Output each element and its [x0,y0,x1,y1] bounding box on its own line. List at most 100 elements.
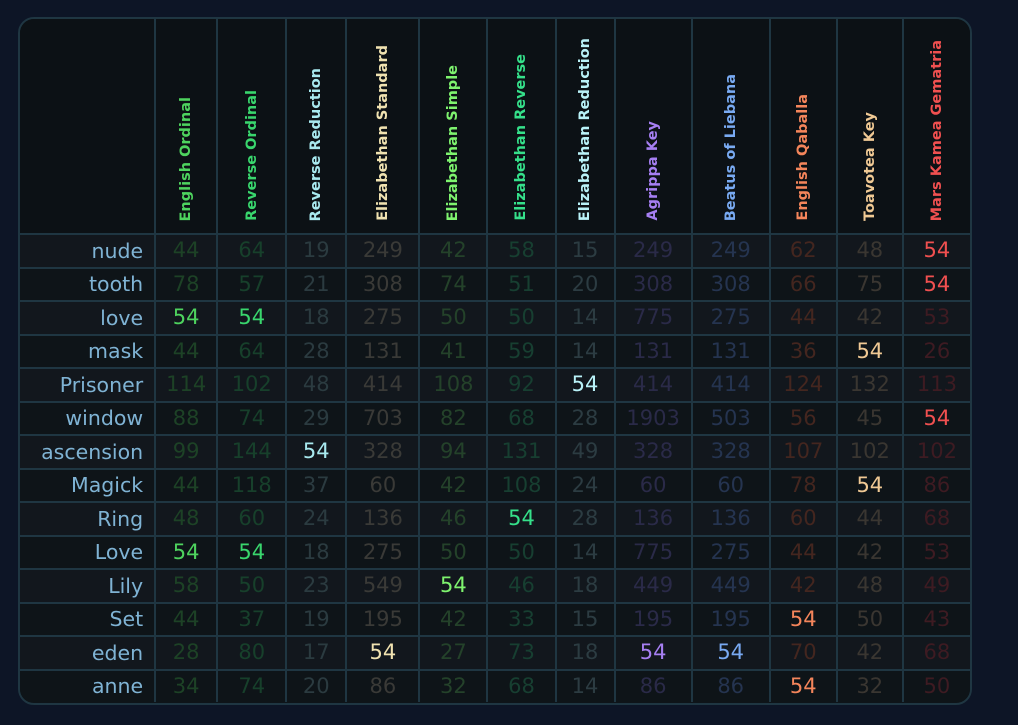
value-cell[interactable]: 195 [613,601,693,637]
value-cell[interactable]: 44 [154,467,219,503]
value-cell[interactable]: 54 [285,434,348,470]
value-cell[interactable]: 54 [154,534,219,570]
value-cell[interactable]: 66 [768,266,838,302]
value-cell[interactable]: 131 [613,333,693,369]
row-word[interactable]: Ring [20,501,157,537]
value-cell[interactable]: 49 [554,434,616,470]
column-header[interactable]: Agrippa Key [613,19,693,235]
value-cell[interactable]: 60 [216,501,288,537]
column-header[interactable]: Elizabethan Standard [345,19,421,235]
row-word[interactable]: window [20,400,157,436]
value-cell[interactable]: 54 [901,234,970,269]
value-cell[interactable]: 275 [690,534,771,570]
value-cell[interactable]: 108 [486,467,557,503]
value-cell[interactable]: 73 [486,635,557,671]
value-cell[interactable]: 249 [690,234,771,269]
value-cell[interactable]: 50 [486,300,557,336]
value-cell[interactable]: 118 [216,467,288,503]
value-cell[interactable]: 64 [216,234,288,269]
column-header[interactable]: Reverse Reduction [285,19,348,235]
value-cell[interactable]: 48 [285,367,348,403]
value-cell[interactable]: 58 [486,234,557,269]
value-cell[interactable]: 131 [345,333,421,369]
value-cell[interactable]: 131 [690,333,771,369]
value-cell[interactable]: 54 [345,635,421,671]
value-cell[interactable]: 414 [613,367,693,403]
value-cell[interactable]: 28 [285,333,348,369]
value-cell[interactable]: 43 [901,601,970,637]
value-cell[interactable]: 53 [901,534,970,570]
value-cell[interactable]: 34 [154,668,219,702]
value-cell[interactable]: 78 [768,467,838,503]
value-cell[interactable]: 275 [690,300,771,336]
value-cell[interactable]: 54 [216,300,288,336]
value-cell[interactable]: 44 [768,300,838,336]
column-header[interactable]: English Ordinal [154,19,219,235]
value-cell[interactable]: 144 [216,434,288,470]
value-cell[interactable]: 18 [285,300,348,336]
value-cell[interactable]: 86 [901,467,970,503]
value-cell[interactable]: 37 [285,467,348,503]
value-cell[interactable]: 19 [285,601,348,637]
value-cell[interactable]: 60 [613,467,693,503]
row-word[interactable]: tooth [20,266,157,302]
value-cell[interactable]: 14 [554,534,616,570]
value-cell[interactable]: 29 [285,400,348,436]
value-cell[interactable]: 18 [554,568,616,604]
value-cell[interactable]: 21 [285,266,348,302]
value-cell[interactable]: 195 [345,601,421,637]
value-cell[interactable]: 51 [486,266,557,302]
value-cell[interactable]: 50 [835,601,904,637]
value-cell[interactable]: 108 [418,367,489,403]
value-cell[interactable]: 68 [486,400,557,436]
value-cell[interactable]: 41 [418,333,489,369]
value-cell[interactable]: 44 [835,501,904,537]
value-cell[interactable]: 80 [216,635,288,671]
value-cell[interactable]: 102 [901,434,970,470]
column-header[interactable]: English Qaballa [768,19,838,235]
row-word[interactable]: Love [20,534,157,570]
column-header[interactable]: Reverse Ordinal [216,19,288,235]
value-cell[interactable]: 75 [835,266,904,302]
value-cell[interactable]: 68 [901,501,970,537]
value-cell[interactable]: 54 [901,266,970,302]
value-cell[interactable]: 32 [835,668,904,702]
row-word[interactable]: love [20,300,157,336]
value-cell[interactable]: 82 [418,400,489,436]
value-cell[interactable]: 50 [486,534,557,570]
value-cell[interactable]: 36 [768,333,838,369]
value-cell[interactable]: 57 [216,266,288,302]
value-cell[interactable]: 132 [835,367,904,403]
value-cell[interactable]: 24 [554,467,616,503]
value-cell[interactable]: 102 [835,434,904,470]
value-cell[interactable]: 54 [901,400,970,436]
value-cell[interactable]: 102 [216,367,288,403]
value-cell[interactable]: 249 [345,234,421,269]
column-header[interactable]: Elizabethan Simple [418,19,489,235]
value-cell[interactable]: 44 [768,534,838,570]
value-cell[interactable]: 113 [901,367,970,403]
value-cell[interactable]: 549 [345,568,421,604]
value-cell[interactable]: 68 [486,668,557,702]
row-word[interactable]: anne [20,668,157,702]
value-cell[interactable]: 54 [418,568,489,604]
row-word[interactable]: nude [20,234,157,269]
value-cell[interactable]: 94 [418,434,489,470]
value-cell[interactable]: 328 [613,434,693,470]
value-cell[interactable]: 775 [613,300,693,336]
value-cell[interactable]: 42 [835,534,904,570]
value-cell[interactable]: 62 [768,234,838,269]
value-cell[interactable]: 328 [690,434,771,470]
value-cell[interactable]: 49 [901,568,970,604]
value-cell[interactable]: 42 [768,568,838,604]
row-word[interactable]: Magick [20,467,157,503]
value-cell[interactable]: 70 [768,635,838,671]
value-cell[interactable]: 114 [154,367,219,403]
row-word[interactable]: Lily [20,568,157,604]
value-cell[interactable]: 14 [554,300,616,336]
value-cell[interactable]: 64 [216,333,288,369]
value-cell[interactable]: 58 [154,568,219,604]
value-cell[interactable]: 23 [285,568,348,604]
value-cell[interactable]: 503 [690,400,771,436]
value-cell[interactable]: 107 [768,434,838,470]
